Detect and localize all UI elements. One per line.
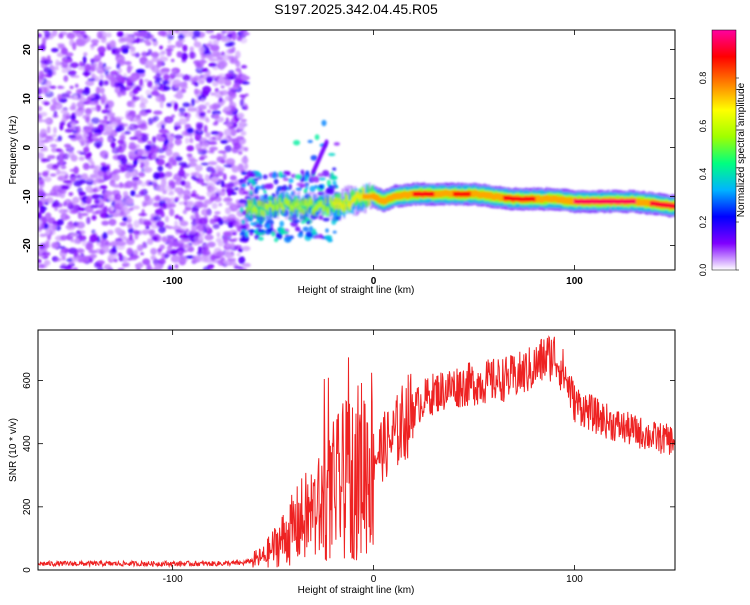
spectrogram-x-label: Height of straight line (km) (298, 285, 415, 296)
spectrogram-y-axis: -20 -10 0 10 20 (22, 44, 675, 253)
snr-x-tick-label: 100 (566, 574, 583, 585)
spectrogram-frame (37, 29, 676, 271)
colorbar-tick-label: 0.4 (698, 168, 708, 181)
snr-panel: -100 0 100 0 200 400 600 Height of straight l… (8, 329, 676, 596)
spectrogram-y-tick-label: -20 (22, 238, 33, 253)
colorbar-frame (711, 29, 737, 271)
spectrogram-x-tick-label: 0 (371, 276, 377, 287)
spectrogram-y-tick-label: 0 (22, 144, 33, 150)
snr-y-label: SNR (10 * v/v) (8, 418, 19, 482)
spectrogram-y-tick-label: 10 (22, 93, 33, 105)
snr-y-tick-label: 600 (22, 372, 33, 389)
spectrogram-x-axis: -100 0 100 (163, 30, 583, 287)
snr-y-tick-label: 400 (22, 435, 33, 452)
spectrogram-noise-region (38, 30, 341, 270)
spectrogram-y-tick-label: 20 (22, 44, 33, 56)
colorbar-tick-label: 0.2 (698, 216, 708, 229)
spectrogram-signal-ridge (245, 139, 675, 223)
figure-title: S197.2025.342.04.45.R05 (274, 1, 438, 17)
snr-x-label: Height of straight line (km) (298, 585, 415, 596)
spectrogram-image (38, 30, 675, 270)
spectrogram-y-tick-label: -10 (22, 189, 33, 204)
snr-y-tick-label: 0 (22, 567, 33, 573)
spectrogram-x-tick-label: -100 (163, 276, 183, 287)
snr-series-line (38, 335, 675, 569)
colorbar-ticks: 0.0 0.2 0.4 0.6 0.8 (698, 72, 739, 277)
snr-x-tick-label: 0 (371, 574, 377, 585)
spectrogram-x-tick-label: 100 (566, 276, 583, 287)
colorbar: 0.0 0.2 0.4 0.6 0.8 Normalized spectral ampl… (698, 29, 747, 277)
colorbar-tick-label: 0.0 (698, 264, 708, 277)
snr-y-tick-label: 200 (22, 498, 33, 515)
snr-y-axis: 0 200 400 600 (22, 372, 675, 573)
snr-x-axis: -100 0 100 (163, 330, 583, 585)
colorbar-gradient (712, 30, 736, 270)
colorbar-label: Normalized spectral amplitude (736, 82, 747, 217)
spectrogram-y-label: Frequency (Hz) (8, 116, 19, 185)
snr-frame (37, 329, 676, 571)
colorbar-tick-label: 0.6 (698, 120, 708, 133)
snr-x-tick-label: -100 (163, 574, 183, 585)
colorbar-tick-label: 0.8 (698, 72, 708, 85)
